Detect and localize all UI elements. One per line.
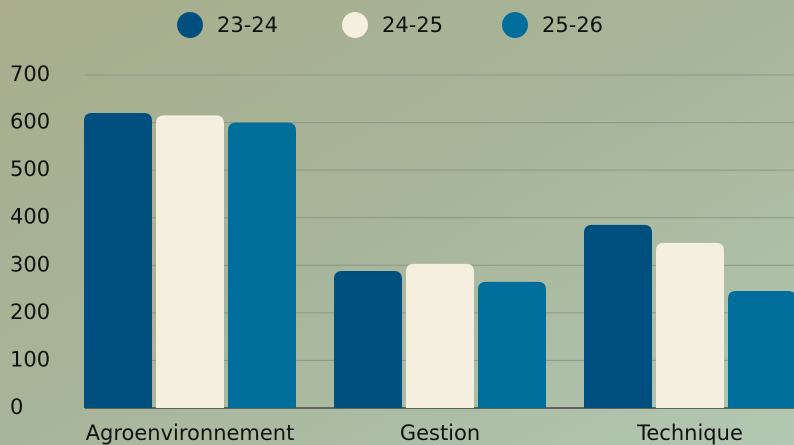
- legend-label: 23-24: [217, 13, 278, 37]
- legend-swatch: [342, 12, 368, 38]
- bar: [728, 290, 794, 408]
- y-tick-label: 500: [10, 157, 50, 181]
- bar: [84, 113, 152, 409]
- bar: [156, 115, 224, 408]
- bar: [406, 263, 474, 408]
- bar: [656, 242, 724, 408]
- bar: [584, 224, 652, 408]
- bar: [478, 281, 546, 408]
- bar: [334, 270, 402, 408]
- legend-label: 24-25: [382, 13, 443, 37]
- y-tick-label: 100: [10, 347, 50, 371]
- legend-swatch: [502, 12, 528, 38]
- y-tick-label: 300: [10, 252, 50, 276]
- y-tick-label: 600: [10, 110, 50, 134]
- y-tick-label: 400: [10, 205, 50, 229]
- y-tick-label: 200: [10, 300, 50, 324]
- x-tick-label: Agroenvironnement: [86, 421, 295, 445]
- bar: [228, 122, 296, 409]
- y-tick-label: 0: [10, 395, 23, 419]
- x-tick-label: Technique: [636, 421, 743, 445]
- legend-swatch: [177, 12, 203, 38]
- legend-label: 25-26: [542, 13, 603, 37]
- y-tick-label: 700: [10, 62, 50, 86]
- x-tick-label: Gestion: [400, 421, 480, 445]
